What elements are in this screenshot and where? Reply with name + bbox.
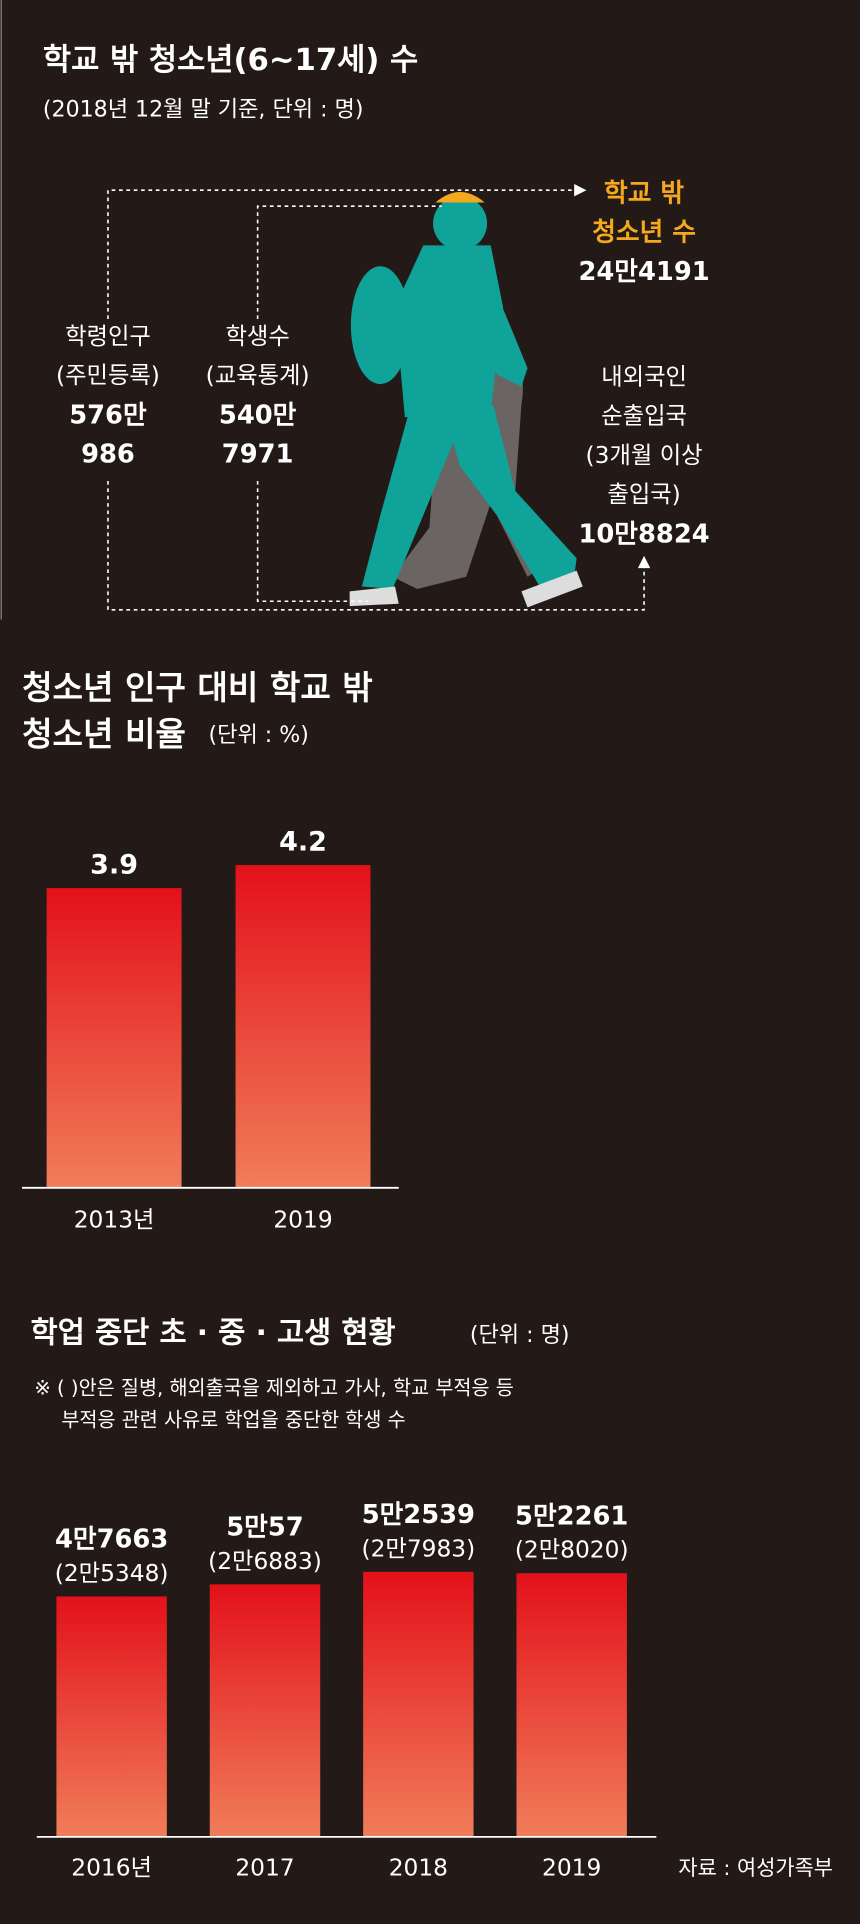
diagram-label: 986 — [81, 440, 135, 470]
title: 학교 밖 청소년(6~17세) 수 — [43, 43, 418, 78]
bar — [46, 888, 182, 1188]
diagram-label: 내외국인 — [601, 363, 687, 390]
note-value-label: (2만8020) — [515, 1537, 629, 1564]
note-value-label: (2만6883) — [208, 1548, 322, 1575]
diagram-label: (교육통계) — [206, 362, 310, 389]
diagram-label: 출입국) — [607, 481, 680, 508]
x-tick-label: 2018 — [389, 1854, 448, 1881]
diagram-label: 7971 — [222, 440, 294, 470]
x-tick-label: 2017 — [235, 1854, 294, 1881]
note: ※ ( )안은 질병, 해외출국을 제외하고 가사, 학교 부적응 등 — [34, 1377, 513, 1400]
chart-unit: (단위 : %) — [209, 723, 309, 748]
chart-title: 청소년 인구 대비 학교 밖 — [22, 668, 373, 707]
diagram-label: 학교 밖 — [604, 178, 684, 208]
source: 자료 : 여성가족부 — [678, 1856, 833, 1880]
value-label: 5만57 — [226, 1512, 303, 1542]
x-tick-label: 2013년 — [74, 1206, 155, 1233]
chart-title: 청소년 비율 — [22, 715, 186, 754]
diagram-label: 10만8824 — [578, 519, 709, 549]
diagram-label: 학령인구 — [65, 323, 151, 350]
bar — [209, 1584, 321, 1837]
note: 부적응 관련 사유로 학업을 중단한 학생 수 — [61, 1408, 405, 1431]
value-label: 5만2539 — [362, 1500, 475, 1530]
bar — [516, 1573, 627, 1837]
x-tick-label: 2019 — [273, 1206, 332, 1233]
diagram-label: 540만 — [219, 400, 297, 430]
value-label: 3.9 — [90, 850, 138, 881]
connectors — [107, 184, 651, 611]
x-tick-label: 2016년 — [71, 1854, 152, 1881]
diagram-label: 순출입국 — [601, 403, 687, 430]
value-label: 5만2261 — [515, 1501, 628, 1531]
diagram-label: (주민등록) — [56, 362, 160, 389]
diagram-label: 청소년 수 — [592, 218, 696, 248]
diagram-label: 576만 — [69, 400, 147, 430]
bar — [235, 865, 371, 1188]
walking-figure — [349, 192, 583, 608]
chart-unit: (단위 : 명) — [470, 1323, 570, 1348]
diagram-label: 24만4191 — [578, 257, 709, 287]
note-value-label: (2만5348) — [55, 1560, 169, 1587]
value-label: 4만7663 — [55, 1524, 168, 1554]
x-tick-label: 2019 — [542, 1854, 601, 1881]
diagram-label: (3개월 이상 — [586, 442, 703, 469]
bar — [363, 1571, 474, 1837]
diagram-label: 학생수 — [225, 323, 289, 350]
note-value-label: (2만7983) — [361, 1535, 475, 1562]
chart-title: 학업 중단 초 · 중 · 고생 현황 — [31, 1315, 396, 1349]
bar — [56, 1596, 167, 1837]
value-label: 4.2 — [279, 826, 327, 857]
subtitle: (2018년 12월 말 기준, 단위 : 명) — [43, 97, 364, 122]
